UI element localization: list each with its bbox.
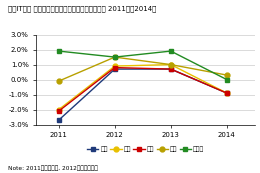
製造	[169, 63, 172, 66]
流通	[225, 92, 228, 94]
医療	[113, 56, 116, 58]
金融	[225, 92, 228, 94]
官公庁	[57, 50, 60, 52]
Line: 流通: 流通	[56, 65, 229, 113]
Legend: 金融, 製造, 流通, 医療, 官公庁: 金融, 製造, 流通, 医療, 官公庁	[85, 144, 206, 154]
官公庁	[169, 50, 172, 52]
流通	[169, 68, 172, 70]
金融	[113, 68, 116, 70]
医療	[169, 63, 172, 66]
製造	[57, 108, 60, 111]
Text: 国内IT市場 主要産業の前年比成長率の推移予測： 2011年～2014年: 国内IT市場 主要産業の前年比成長率の推移予測： 2011年～2014年	[8, 5, 156, 12]
Line: 官公庁: 官公庁	[56, 49, 229, 82]
Text: Note: 2011年は実績値, 2012年以降は予測: Note: 2011年は実績値, 2012年以降は予測	[8, 166, 98, 171]
Line: 医療: 医療	[56, 55, 229, 84]
医療	[225, 74, 228, 76]
金融	[57, 119, 60, 121]
製造	[113, 65, 116, 67]
官公庁	[113, 56, 116, 58]
流通	[113, 67, 116, 69]
官公庁	[225, 79, 228, 81]
Line: 金融: 金融	[56, 67, 229, 122]
流通	[57, 110, 60, 112]
金融	[169, 68, 172, 70]
製造	[225, 92, 228, 94]
医療	[57, 80, 60, 82]
Line: 製造: 製造	[56, 62, 229, 112]
